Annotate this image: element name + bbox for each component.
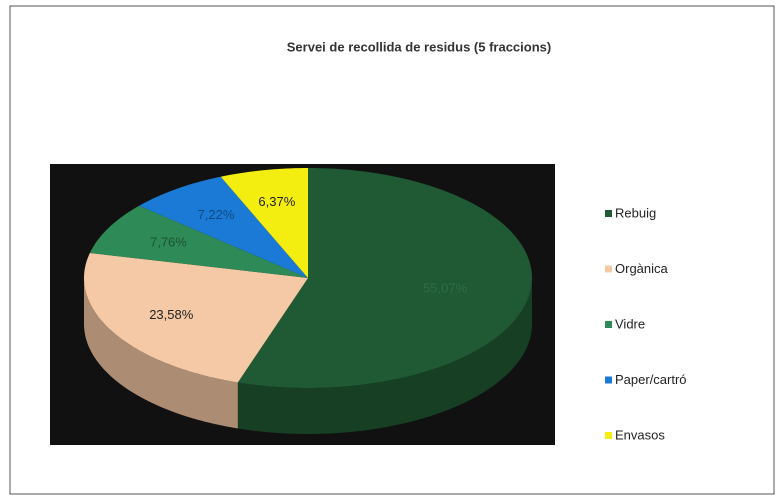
data-label: 7,76%	[150, 234, 187, 249]
slice-side	[237, 278, 533, 434]
legend-swatch	[605, 321, 612, 328]
legend-label: Envasos	[615, 427, 665, 442]
slice	[220, 168, 308, 278]
legend-swatch	[605, 432, 612, 439]
slice	[89, 205, 308, 278]
legend-label: Orgànica	[615, 261, 669, 276]
data-label: 6,37%	[258, 194, 295, 209]
data-label: 23,58%	[149, 307, 194, 322]
slice	[84, 252, 308, 383]
slice-side	[84, 278, 238, 429]
slice	[139, 176, 308, 278]
slice	[237, 168, 533, 388]
chart-title: Servei de recollida de residus (5 fracci…	[287, 39, 551, 54]
legend-swatch	[605, 210, 612, 217]
legend-label: Paper/cartró	[615, 372, 687, 387]
data-label: 7,22%	[198, 207, 235, 222]
legend-swatch	[605, 265, 612, 273]
legend-swatch	[605, 376, 612, 384]
data-label: 55,07%	[423, 280, 468, 295]
legend-label: Rebuig	[615, 205, 656, 220]
legend-label: Vidre	[615, 316, 645, 331]
